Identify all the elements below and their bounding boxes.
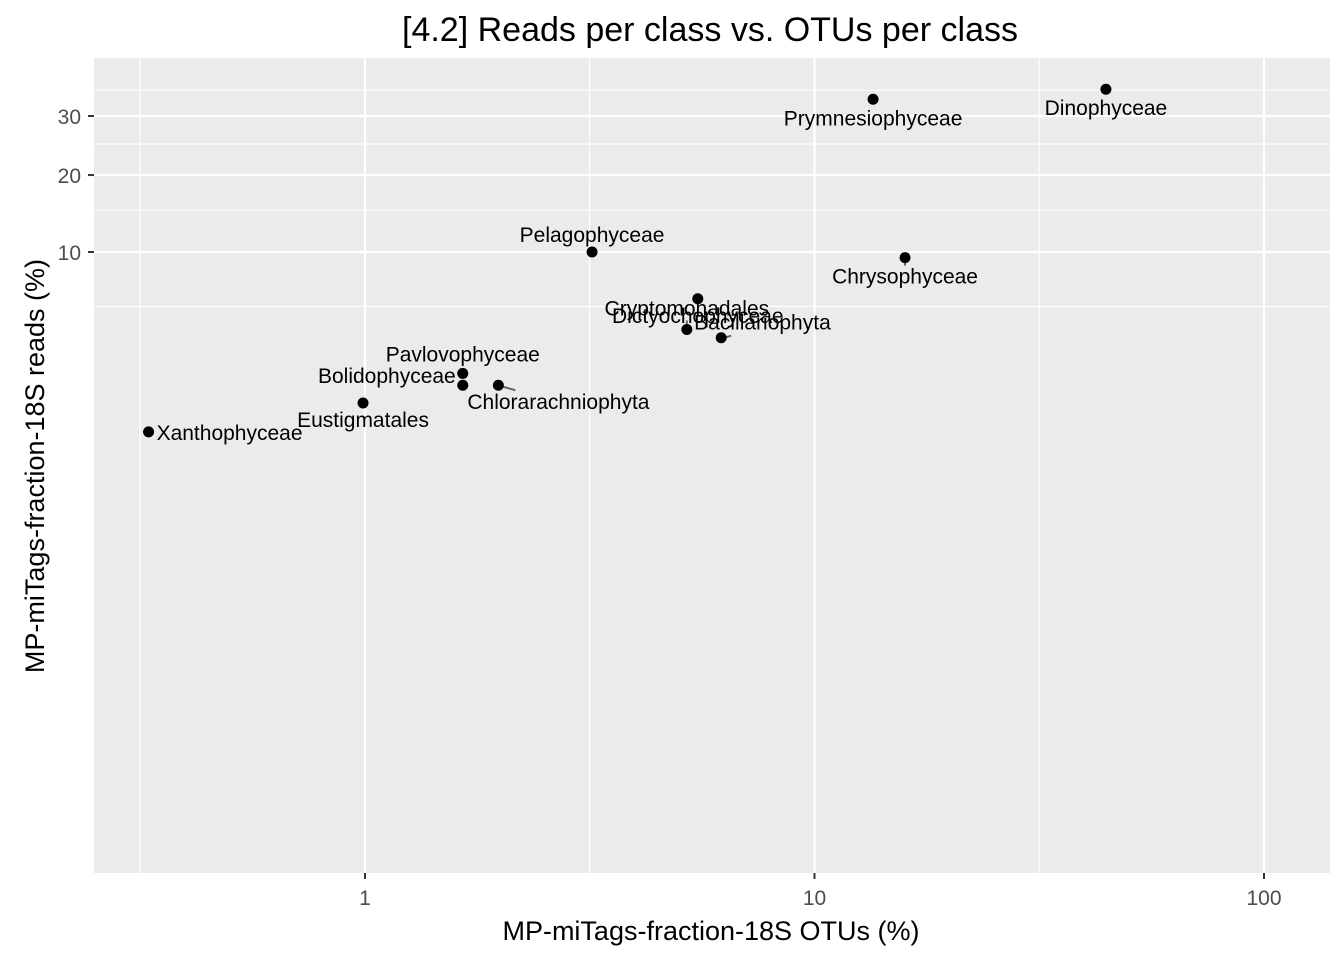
x-axis-title: MP-miTags-fraction-18S OTUs (%) [502,916,919,946]
point-label: Bolidophyceae [318,365,456,388]
y-axis: 10 20 30 [58,106,94,265]
data-point [143,426,155,438]
data-point [715,332,727,344]
data-point [457,379,469,391]
data-point [357,397,369,409]
x-tick-label: 100 [1246,887,1281,910]
point-label: Dinophyceae [1045,97,1168,120]
point-label: Dictyochophyceae [612,305,784,328]
x-axis: 1 10 100 [359,873,1282,910]
point-label: Chrysophyceae [832,266,978,289]
plot-panel [94,58,1330,873]
data-point [1100,83,1112,95]
point-label: Xanthophyceae [157,422,303,445]
point-label: Pavlovophyceae [386,343,540,366]
data-point [457,367,469,379]
y-tick-label: 30 [58,106,81,129]
point-labels: Dinophyceae Prymnesiophyceae Pelagophyceae… [157,97,1168,445]
x-tick-label: 10 [803,887,826,910]
point-label: Prymnesiophyceae [784,107,963,130]
chart-title: [4.2] Reads per class vs. OTUs per class [402,11,1018,49]
data-point [492,379,504,391]
data-point [586,246,598,258]
point-label: Bacillariophyta [694,312,831,335]
point-label: Pelagophyceae [520,224,665,247]
data-points [143,83,1112,438]
label-segment [501,385,516,392]
x-tick-label: 1 [359,887,371,910]
minor-gridlines [94,58,1330,873]
point-label: Eustigmatales [297,409,429,432]
data-point [692,293,704,305]
data-point [867,93,879,105]
data-point [899,252,911,264]
y-tick-label: 10 [58,242,81,265]
major-gridlines [94,58,1330,873]
point-label: Chlorarachniophyta [467,391,649,414]
point-label: Cryptomonadales [605,297,770,320]
data-point [681,323,693,335]
y-axis-title: MP-miTags-fraction-18S reads (%) [20,259,50,673]
y-tick-label: 20 [58,165,81,188]
